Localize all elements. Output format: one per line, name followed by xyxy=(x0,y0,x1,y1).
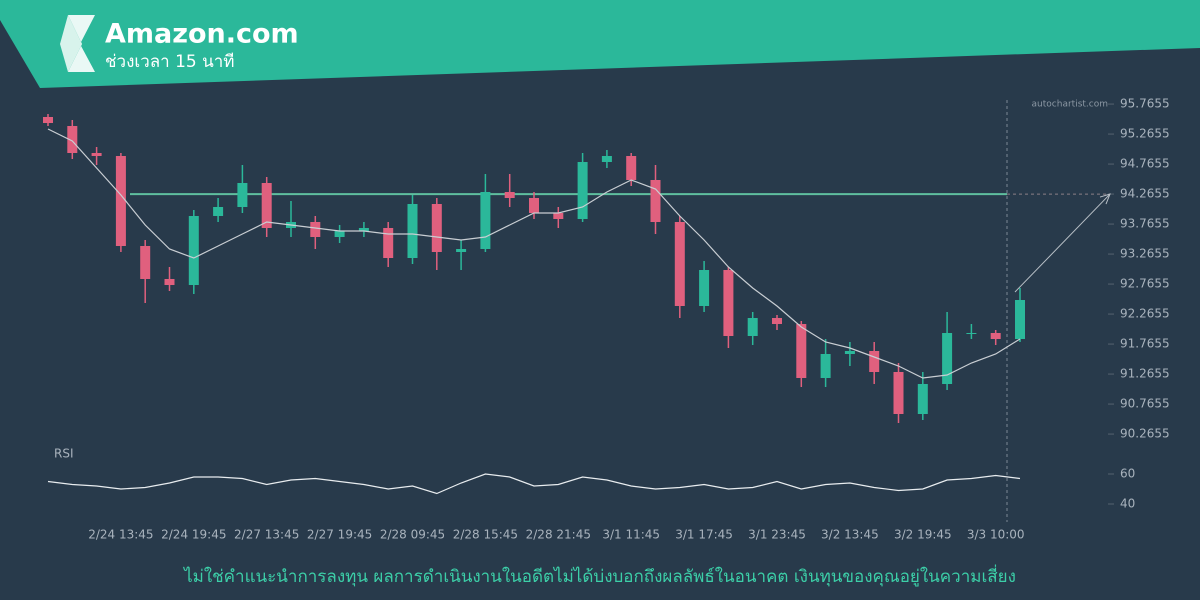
candle-body xyxy=(1015,300,1025,339)
x-tick-label: 2/24 13:45 xyxy=(88,528,153,542)
candle-body xyxy=(188,216,199,285)
candle-body xyxy=(504,192,515,198)
candle-body xyxy=(358,228,369,231)
logo xyxy=(60,15,95,72)
header-band xyxy=(0,0,1200,88)
rsi-label: RSI xyxy=(54,447,74,461)
candle-body xyxy=(67,126,78,153)
x-tick-label: 2/24 19:45 xyxy=(161,528,226,542)
subtitle: ช่วงเวลา 15 นาที xyxy=(105,52,235,72)
y-tick-label: 93.2655 xyxy=(1120,247,1170,261)
x-tick-label: 3/2 13:45 xyxy=(821,528,879,542)
y-tick-label: 95.7655 xyxy=(1120,97,1170,111)
candle-body xyxy=(115,156,126,246)
x-tick-label: 2/28 15:45 xyxy=(453,528,518,542)
candle-body xyxy=(164,279,175,285)
forecast-arrow xyxy=(1014,193,1111,293)
x-tick-label: 2/28 09:45 xyxy=(380,528,445,542)
title: Amazon.com xyxy=(105,19,299,50)
candle-body xyxy=(577,162,588,219)
y-tick-label: 90.2655 xyxy=(1120,427,1170,441)
x-tick-label: 3/3 10:00 xyxy=(967,528,1025,542)
candle-body xyxy=(310,222,321,237)
rsi-line xyxy=(47,473,1021,495)
candle-body xyxy=(650,180,661,222)
candle-body xyxy=(529,198,539,213)
candle-body xyxy=(626,156,637,180)
candle-body xyxy=(869,351,880,372)
x-tick-label: 3/1 11:45 xyxy=(602,528,660,542)
candle-body xyxy=(334,231,345,237)
candle-body xyxy=(383,228,394,258)
watermark: autochartist.com xyxy=(1032,100,1108,110)
x-tick-label: 2/28 21:45 xyxy=(526,528,591,542)
y-tick-label: 94.7655 xyxy=(1120,157,1170,171)
x-tick-label: 3/2 19:45 xyxy=(894,528,952,542)
rsi-tick-label: 60 xyxy=(1120,467,1135,481)
candle-body xyxy=(553,213,564,219)
candle-body xyxy=(699,270,710,306)
candle-body xyxy=(140,246,151,279)
candle-body xyxy=(91,153,102,156)
y-tick-label: 91.2655 xyxy=(1120,367,1170,381)
candle-body xyxy=(966,333,977,334)
candle-body xyxy=(796,324,807,378)
moving-average xyxy=(47,128,1021,379)
y-tick-label: 92.2655 xyxy=(1120,307,1170,321)
candle-body xyxy=(723,270,734,336)
candle-body xyxy=(213,207,224,216)
candle-body xyxy=(893,372,904,414)
rsi-tick-label: 40 xyxy=(1120,497,1135,511)
x-tick-label: 3/1 23:45 xyxy=(748,528,806,542)
candle-body xyxy=(237,183,248,207)
candle-body xyxy=(431,204,442,252)
y-tick-label: 95.2655 xyxy=(1120,127,1170,141)
candle-body xyxy=(601,156,612,162)
candle-body xyxy=(820,354,831,378)
candle-body xyxy=(407,204,418,258)
candle-body xyxy=(844,351,855,354)
y-tick-label: 91.7655 xyxy=(1120,337,1170,351)
candle-body xyxy=(917,384,928,414)
candle-body xyxy=(942,333,953,384)
candle-body xyxy=(480,192,491,249)
x-tick-label: 2/27 19:45 xyxy=(307,528,372,542)
x-tick-label: 2/27 13:45 xyxy=(234,528,299,542)
y-tick-label: 90.7655 xyxy=(1120,397,1170,411)
arrow-head xyxy=(1099,193,1111,205)
candle-body xyxy=(674,222,685,306)
y-tick-label: 93.7655 xyxy=(1120,217,1170,231)
y-tick-label: 94.2655 xyxy=(1120,187,1170,201)
y-tick-label: 92.7655 xyxy=(1120,277,1170,291)
disclaimer: ไม่ใช่คำแนะนำการลงทุน ผลการดำเนินงานในอด… xyxy=(182,564,1016,587)
x-tick-label: 3/1 17:45 xyxy=(675,528,733,542)
candle-body xyxy=(456,249,467,252)
candle-body xyxy=(43,117,53,123)
candle-body xyxy=(747,318,758,336)
candle-body xyxy=(772,318,782,324)
candle-body xyxy=(990,333,1001,339)
candle-body xyxy=(261,183,272,228)
